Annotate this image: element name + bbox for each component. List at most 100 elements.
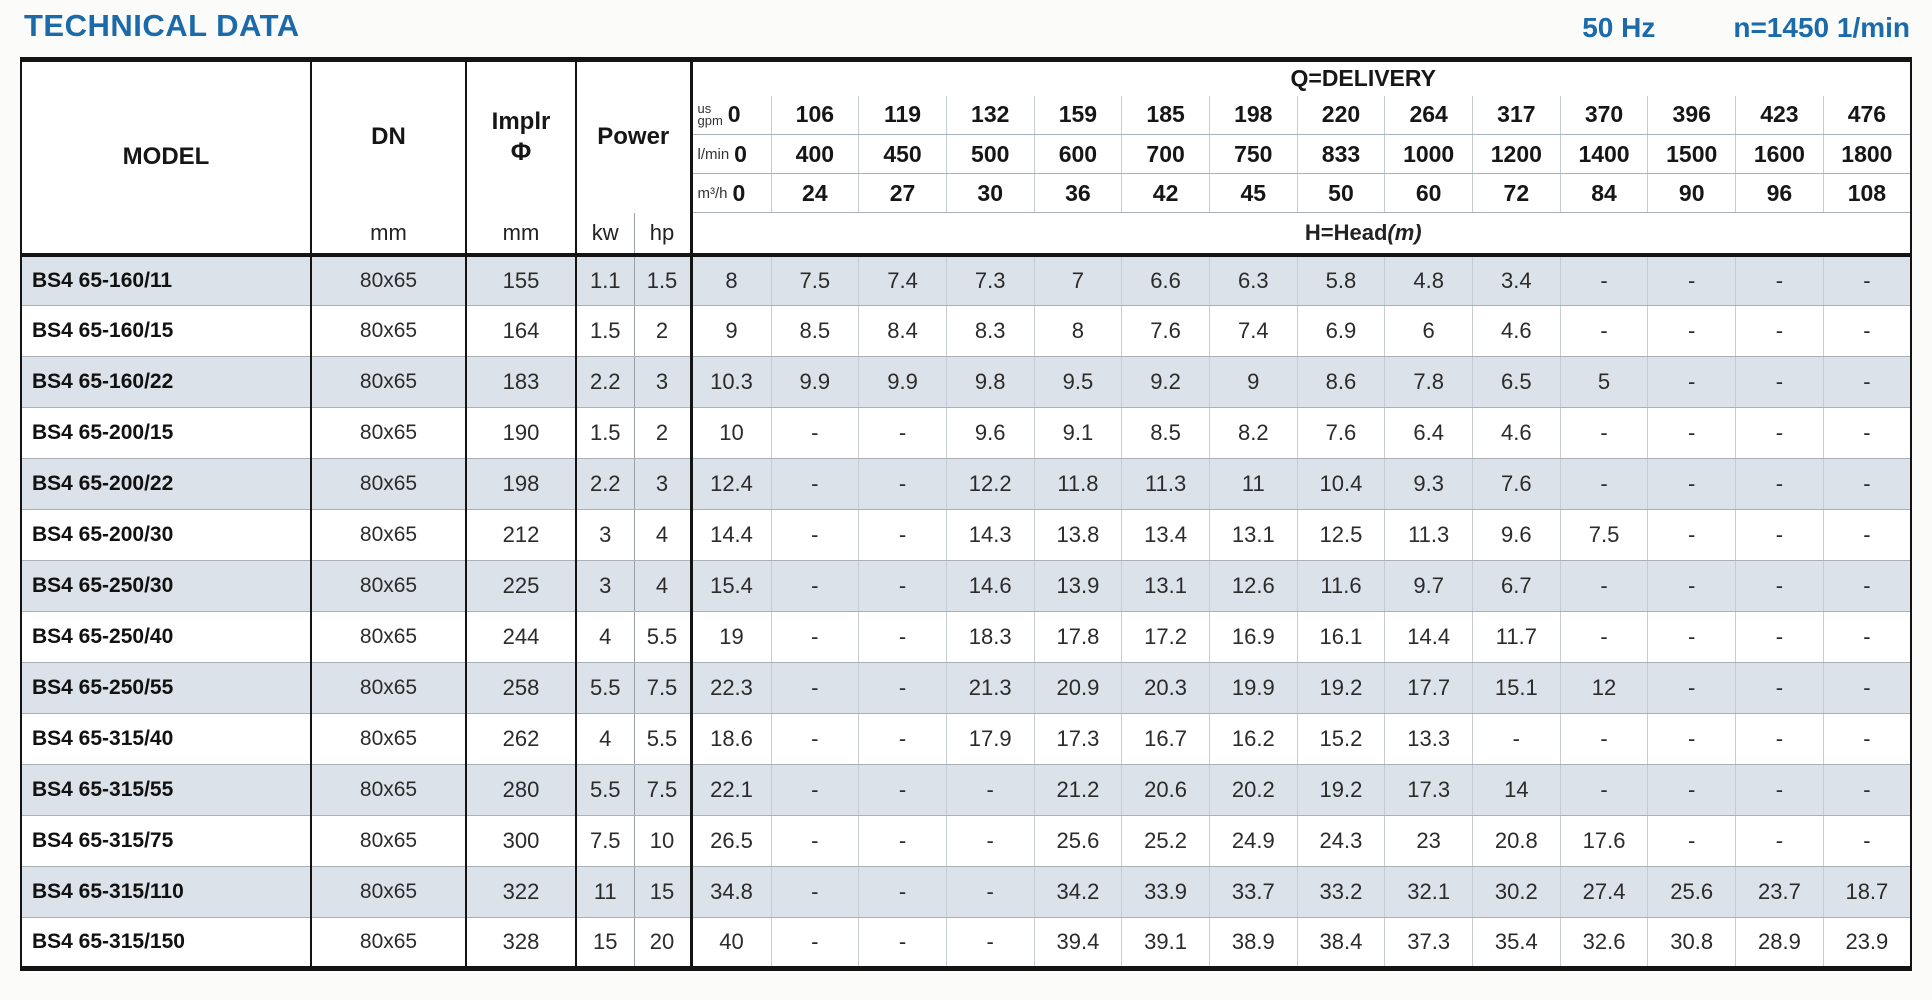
head-value-cell: - [1735,356,1824,408]
head-value-cell: - [1560,254,1649,306]
dn-cell: 80x65 [311,917,467,969]
table-row: BS4 65-250/40 80x65 244 4 5.5 19- -18.3 17.8 17.… [21,611,1912,663]
gpm-unit-top: us [697,100,712,116]
model-column-header: MODEL [21,59,312,257]
head-value-cell: - [1735,560,1824,612]
flow-value-cell: 1200 [1472,134,1561,174]
head-value-cell: - [858,866,947,918]
head-value-cell: - [1560,713,1649,765]
flow-row-lmin: l/min 0 400 450 500 600 700 750 833 1000 1200 140… [21,134,1912,174]
head-value-cell: 14.4 [1384,611,1473,663]
dn-cell: 80x65 [311,356,467,408]
head-value-cell: - [1735,764,1824,816]
head-value-cell: - [1647,764,1737,816]
head-value-cell: 5.8 [1297,254,1386,306]
head-value-cell: 39.1 [1121,917,1210,969]
head-value-cell: 8.3 [946,305,1035,357]
head-value-cell: - [858,611,947,663]
head-value-cell: - [858,917,947,969]
head-value-cell: 6.5 [1472,356,1561,408]
power-hp-cell: 3 [634,458,693,510]
dn-cell: 80x65 [311,815,467,867]
flow-row-gpm: us gpm 0 106 119 132 159 185 198 220 264 317 370 3… [21,95,1912,135]
head-value-cell: 9.9 [858,356,947,408]
head-value-cell: - [1472,713,1561,765]
head-value-cell: - [1735,713,1824,765]
head-value-cell: - [1560,764,1649,816]
gpm-unit-label: us gpm [697,100,723,127]
table-row: BS4 65-250/30 80x65 225 3 4 15.4- -14.6 13.9 13.… [21,560,1912,612]
head-value-cell: - [771,407,860,459]
head-value-cell: - [946,917,1035,969]
model-cell: BS4 65-160/22 [21,356,312,408]
lmin-unit-cell: l/min 0 [691,134,772,174]
flow-value-cell: 220 [1297,95,1386,135]
head-value-cell: 8 [691,254,772,306]
head-value-cell: 23.7 [1735,866,1824,918]
head-label: H=Head(m) [1305,220,1422,246]
dn-cell: 80x65 [311,764,467,816]
head-value-cell: - [771,611,860,663]
head-value-cell: - [1823,305,1912,357]
lmin-zero-value: 0 [734,140,747,167]
flow-value-cell: 700 [1121,134,1210,174]
head-value-cell: 25.2 [1121,815,1210,867]
head-value-cell: - [1560,407,1649,459]
head-value-cell: 20.2 [1209,764,1298,816]
power-kw-cell: 3 [576,509,635,561]
model-cell: BS4 65-250/55 [21,662,312,714]
head-value-cell: - [1647,560,1737,612]
head-unit-text: (m) [1387,219,1422,245]
head-value-cell: 33.7 [1209,866,1298,918]
power-kw-cell: 15 [576,917,635,969]
model-cell: BS4 65-315/55 [21,764,312,816]
head-value-cell: 14.4 [691,509,772,561]
head-label-text: H=Head [1304,219,1388,245]
flow-value-cell: 185 [1121,95,1210,135]
gpm-zero-value: 0 [727,101,741,128]
head-value-cell: - [771,458,860,510]
head-value-cell: 9 [1209,356,1298,408]
head-value-cell: 25.6 [1647,866,1737,918]
power-hp-cell: 4 [634,560,693,612]
head-value-cell: 13.3 [1384,713,1473,765]
head-value-cell: 17.3 [1034,713,1123,765]
impeller-cell: 164 [466,305,577,357]
head-value-cell: - [1560,458,1649,510]
head-value-cell: 4.8 [1384,254,1473,306]
head-value-cell: - [1823,356,1912,408]
flow-value-cell: 106 [771,95,860,135]
head-value-cell: - [1647,662,1737,714]
head-value-cell: 14.3 [946,509,1035,561]
head-value-cell: 5 [1560,356,1649,408]
table-row: BS4 65-200/22 80x65 198 2.2 3 12.4- -12.2 11.8 1… [21,458,1912,510]
power-kw-cell: 2.2 [576,356,635,408]
head-value-cell: 30.2 [1472,866,1561,918]
head-value-cell: - [1735,662,1824,714]
flow-value-cell: 833 [1297,134,1386,174]
power-kw-cell: 1.1 [576,254,635,306]
model-cell: BS4 65-250/30 [21,560,312,612]
power-hp-cell: 3 [634,356,693,408]
head-value-cell: - [1735,815,1824,867]
power-kw-cell: 5.5 [576,764,635,816]
head-value-cell: - [771,815,860,867]
impeller-cell: 183 [466,356,577,408]
head-value-cell: 17.9 [946,713,1035,765]
dn-cell: 80x65 [311,611,467,663]
head-value-cell: - [1823,560,1912,612]
head-value-cell: 9.7 [1384,560,1473,612]
head-value-cell: 18.7 [1823,866,1912,918]
head-value-cell: - [771,917,860,969]
frequency-label: 50 Hz [1582,12,1656,43]
head-value-cell: 10.3 [691,356,772,408]
flow-value-cell: 108 [1823,173,1912,213]
dn-column-header: DN [311,59,467,213]
head-value-cell: 15.4 [691,560,772,612]
impeller-cell: 262 [466,713,577,765]
flow-value-cell: 1000 [1384,134,1473,174]
power-kw-cell: 5.5 [576,662,635,714]
head-value-cell: 11.8 [1034,458,1123,510]
impeller-unit-label: mm [466,212,577,257]
power-kw-cell: 2.2 [576,458,635,510]
